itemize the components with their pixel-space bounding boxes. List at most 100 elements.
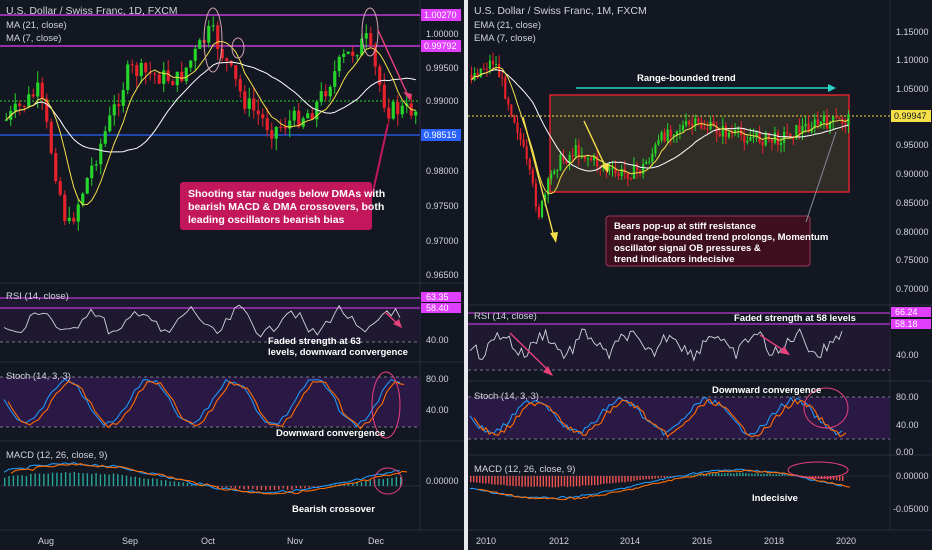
candle-body bbox=[516, 122, 519, 133]
candle-body bbox=[844, 123, 847, 125]
tick-label: 40.00 bbox=[426, 335, 449, 345]
time-tick: Dec bbox=[368, 536, 385, 546]
tick-label: 0.97000 bbox=[426, 236, 459, 246]
ema21-line bbox=[471, 68, 849, 172]
ema7-line bbox=[471, 67, 849, 195]
candle-body bbox=[632, 164, 636, 179]
histogram-bar bbox=[690, 474, 693, 476]
histogram-bar bbox=[575, 476, 578, 487]
histogram-bar bbox=[12, 475, 15, 486]
candle-body bbox=[476, 72, 479, 77]
candle-body bbox=[743, 135, 746, 143]
histogram-bar bbox=[814, 476, 817, 479]
histogram-bar bbox=[221, 486, 223, 488]
candle-body bbox=[724, 125, 727, 138]
arrow-head bbox=[393, 319, 402, 328]
histogram-bar bbox=[594, 476, 596, 485]
histogram-bar bbox=[657, 476, 659, 479]
price-tag-text: 0.99792 bbox=[424, 41, 457, 51]
histogram-bar bbox=[772, 474, 774, 476]
histogram-bar bbox=[382, 479, 384, 486]
histogram-bar bbox=[627, 476, 629, 482]
candle-body bbox=[63, 194, 67, 221]
histogram-bar bbox=[578, 476, 581, 487]
candle-body bbox=[721, 125, 724, 137]
histogram-bar bbox=[838, 476, 841, 481]
histogram-bar bbox=[312, 486, 315, 487]
candle-body bbox=[256, 110, 260, 115]
histogram-bar bbox=[265, 486, 267, 491]
histogram-bar bbox=[360, 482, 363, 486]
candle-body bbox=[764, 132, 767, 146]
candle-body bbox=[737, 128, 740, 130]
histogram-bar bbox=[282, 486, 284, 489]
histogram-bar bbox=[533, 476, 535, 487]
histogram-bar bbox=[260, 486, 263, 490]
candle-body bbox=[337, 56, 341, 72]
candle-body bbox=[550, 173, 553, 179]
candle-body bbox=[648, 161, 651, 163]
histogram-bar bbox=[99, 474, 102, 486]
candle-body bbox=[292, 110, 296, 121]
histogram-bar bbox=[500, 476, 502, 485]
candle-body bbox=[479, 68, 482, 77]
candle-body bbox=[691, 124, 694, 127]
histogram-bar bbox=[160, 480, 163, 486]
histogram-bar bbox=[34, 473, 36, 486]
trend-arrow bbox=[509, 332, 551, 373]
candle-body bbox=[180, 71, 184, 81]
rsi-label: RSI (14, close) bbox=[474, 311, 537, 322]
candle-body bbox=[103, 131, 107, 144]
candle-body bbox=[171, 81, 175, 86]
histogram-bar bbox=[138, 477, 141, 486]
candle-body bbox=[270, 130, 274, 139]
histogram-bar bbox=[30, 473, 32, 486]
candle-body bbox=[324, 91, 328, 97]
annotation-box bbox=[180, 182, 372, 230]
histogram-bar bbox=[572, 476, 575, 487]
tick-label: 1.10000 bbox=[896, 55, 929, 65]
candle-body bbox=[822, 116, 826, 122]
candle-body bbox=[789, 133, 792, 139]
candle-body bbox=[387, 107, 391, 119]
histogram-bar bbox=[473, 476, 475, 483]
histogram-bar bbox=[482, 476, 484, 484]
candle-body bbox=[749, 137, 752, 142]
candle-body bbox=[544, 194, 547, 201]
candle-body bbox=[712, 121, 715, 126]
range-label: Range-bounded trend bbox=[637, 73, 736, 84]
candle-body bbox=[504, 77, 507, 99]
highlight-oval bbox=[371, 371, 401, 439]
candle-body bbox=[225, 58, 229, 61]
histogram-bar bbox=[708, 473, 711, 476]
histogram-bar bbox=[711, 473, 714, 476]
highlight-oval bbox=[373, 467, 403, 495]
trend-arrow bbox=[377, 29, 411, 101]
price-tag bbox=[421, 9, 461, 21]
candle-body bbox=[351, 51, 355, 56]
tick-label: 40.00 bbox=[896, 420, 919, 430]
candle-body bbox=[816, 119, 819, 125]
histogram-bar bbox=[612, 476, 614, 484]
candle-body bbox=[755, 131, 758, 137]
price-tag bbox=[421, 40, 461, 52]
candle-body bbox=[513, 115, 516, 123]
candle-body bbox=[602, 167, 605, 169]
candle-body bbox=[666, 129, 669, 142]
histogram-bar bbox=[618, 476, 620, 483]
tick-label: 1.00000 bbox=[426, 29, 459, 39]
candle-body bbox=[162, 70, 166, 84]
candle-body bbox=[288, 120, 292, 129]
candle-body bbox=[470, 75, 473, 80]
histogram-bar bbox=[217, 486, 219, 488]
histogram-bar bbox=[269, 486, 271, 491]
histogram-bar bbox=[784, 475, 786, 476]
histogram-bar bbox=[790, 475, 792, 476]
histogram-bar bbox=[766, 473, 768, 476]
candle-body bbox=[574, 145, 577, 157]
time-tick: 2014 bbox=[620, 536, 640, 546]
histogram-bar bbox=[642, 476, 644, 480]
tick-label: 0.97500 bbox=[426, 201, 459, 211]
candle-body bbox=[838, 117, 841, 119]
